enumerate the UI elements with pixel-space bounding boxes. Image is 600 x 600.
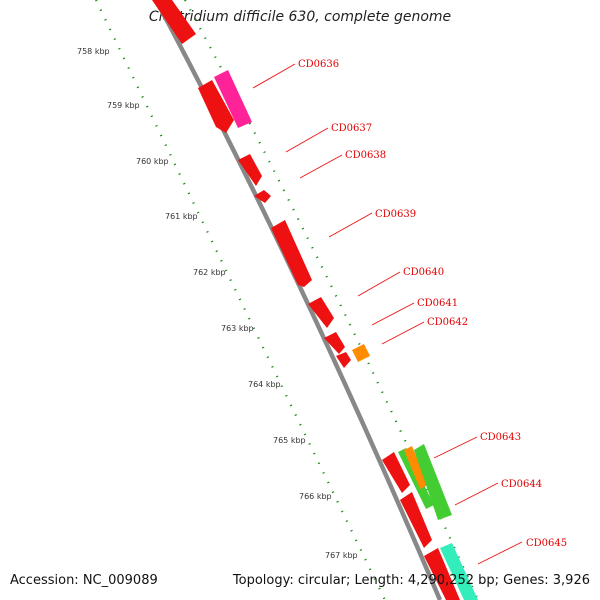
kbp-label: 765 kbp — [273, 436, 306, 445]
accession-text: Accession: NC_009089 — [10, 573, 158, 588]
leader-line — [371, 302, 415, 326]
gene-label: CD0645 — [526, 538, 567, 549]
gene-feature — [440, 543, 478, 600]
gene-feature — [214, 70, 252, 128]
gene-labels: CD0636 CD0637 CD0638 CD0639 CD0640 CD064… — [298, 59, 567, 549]
leader-line — [357, 271, 401, 297]
kbp-label: 758 kbp — [77, 47, 110, 56]
gene-label: CD0643 — [480, 432, 521, 443]
gene-feature — [404, 446, 428, 489]
kbp-label: 759 kbp — [107, 101, 140, 110]
leader-line — [433, 436, 478, 459]
gene-feature — [400, 492, 432, 548]
gene-feature — [238, 154, 262, 186]
kbp-label: 762 kbp — [193, 268, 226, 277]
kbp-labels: 758 kbp 759 kbp 760 kbp 761 kbp 762 kbp … — [77, 47, 358, 560]
gene-feature — [308, 297, 334, 328]
genome-title: Clostridium difficile 630, complete geno… — [148, 9, 452, 25]
kbp-label: 767 kbp — [325, 551, 358, 560]
leader-line — [299, 154, 343, 179]
gene-label: CD0638 — [345, 150, 386, 161]
genome-backbone — [154, 0, 443, 600]
gene-features — [152, 0, 478, 600]
gene-feature — [152, 0, 196, 44]
gene-label: CD0642 — [427, 317, 468, 328]
gene-label: CD0644 — [501, 479, 542, 490]
leader-line — [328, 212, 373, 238]
gene-feature — [271, 220, 312, 287]
gene-feature — [254, 190, 271, 203]
leader-line — [381, 321, 425, 345]
kbp-label: 764 kbp — [248, 380, 281, 389]
kbp-label: 766 kbp — [299, 492, 332, 501]
leader-line — [252, 63, 296, 89]
genome-summary-text: Topology: circular; Length: 4,290,252 bp… — [232, 573, 590, 588]
gene-label: CD0639 — [375, 209, 416, 220]
gene-feature — [198, 80, 234, 133]
leader-line — [285, 127, 329, 153]
kbp-label: 760 kbp — [136, 157, 169, 166]
kbp-label: 763 kbp — [221, 324, 254, 333]
gene-feature — [324, 332, 345, 354]
gene-feature — [424, 548, 460, 600]
gene-feature — [336, 352, 351, 368]
gene-label: CD0641 — [417, 298, 458, 309]
gene-label: CD0636 — [298, 59, 339, 70]
gene-feature — [414, 444, 452, 520]
gene-feature — [382, 452, 410, 493]
label-leaders — [252, 63, 523, 565]
gene-label: CD0640 — [403, 267, 444, 278]
gene-feature — [352, 344, 370, 362]
leader-line — [454, 482, 499, 506]
inner-dotted-track — [95, 0, 386, 600]
gene-label: CD0637 — [331, 123, 372, 134]
leader-line — [477, 541, 523, 565]
kbp-label: 761 kbp — [165, 212, 198, 221]
